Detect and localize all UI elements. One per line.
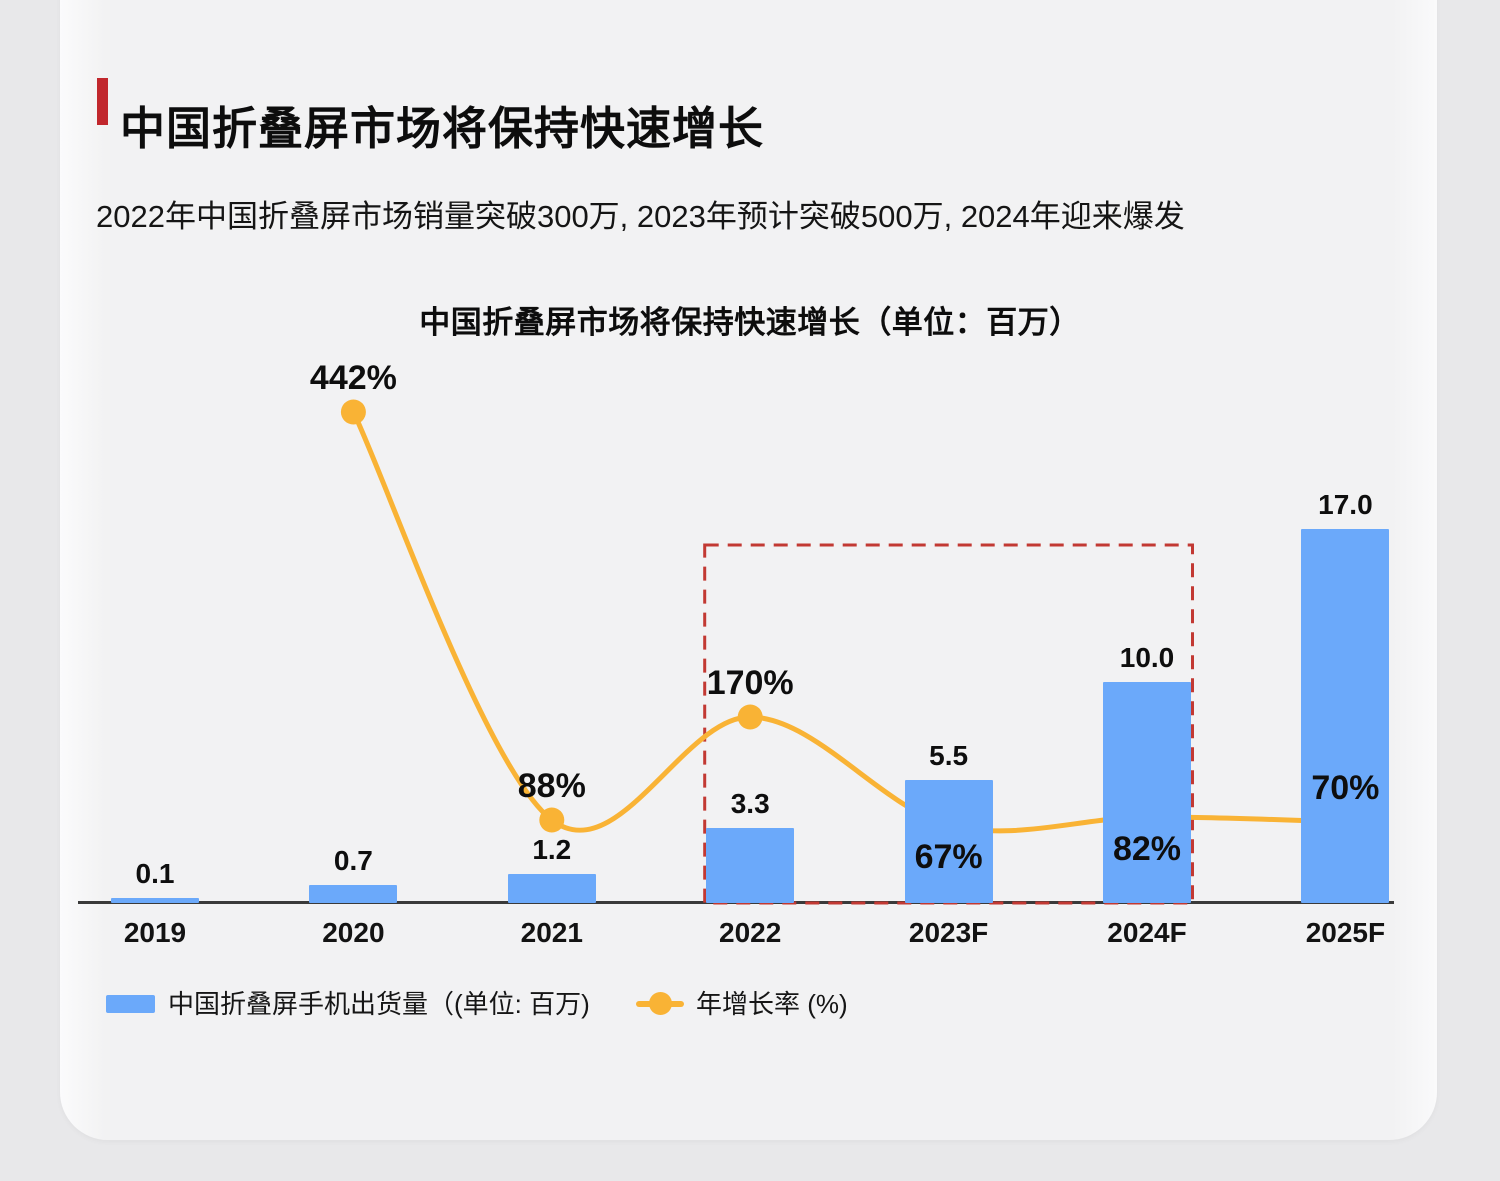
growth-point-2020 bbox=[340, 399, 366, 425]
bar-2022 bbox=[706, 828, 795, 903]
x-axis-label-2021: 2021 bbox=[520, 917, 583, 948]
bar-2021 bbox=[507, 873, 596, 903]
x-axis-label-2023F: 2023F bbox=[908, 917, 989, 948]
bar-2020 bbox=[309, 884, 398, 903]
growth-label-2020: 442% bbox=[309, 359, 397, 397]
x-axis-label-2024F: 2024F bbox=[1107, 917, 1187, 948]
x-axis-label-2022: 2022 bbox=[719, 917, 782, 948]
forecast-highlight-box bbox=[703, 543, 1194, 905]
bar-value-label-2021: 1.2 bbox=[532, 833, 572, 865]
page-title: 中国折叠屏市场将保持快速增长 bbox=[120, 103, 765, 155]
page-subtitle: 2022年中国折叠屏市场销量突破300万, 2023年预计突破500万, 202… bbox=[96, 199, 1185, 234]
growth-label-2023F: 67% bbox=[914, 838, 983, 876]
growth-label-2022: 170% bbox=[706, 664, 794, 702]
bar-value-label-2025F: 17.0 bbox=[1318, 489, 1373, 521]
bar-value-label-2020: 0.7 bbox=[333, 844, 373, 876]
bar-2024F bbox=[1103, 682, 1191, 903]
bar-value-label-2023F: 5.5 bbox=[929, 740, 969, 772]
bar-value-label-2022: 3.3 bbox=[730, 788, 770, 820]
bar-2023F bbox=[904, 780, 993, 903]
x-axis-label-2019: 2019 bbox=[123, 917, 187, 948]
x-axis-label-2025F: 2025F bbox=[1305, 917, 1386, 948]
growth-label-2021: 88% bbox=[517, 767, 586, 805]
bar-2019 bbox=[111, 897, 199, 903]
bar-value-label-2019: 0.1 bbox=[135, 857, 175, 889]
growth-point-2022 bbox=[737, 704, 763, 730]
bar-value-label-2024F: 10.0 bbox=[1119, 642, 1175, 673]
growth-label-2024F: 82% bbox=[1112, 830, 1182, 868]
title-accent-bar bbox=[97, 78, 108, 125]
chart-title: 中国折叠屏市场将保持快速增长（单位：百万） bbox=[419, 305, 1081, 340]
growth-label-2025F: 70% bbox=[1311, 769, 1380, 807]
content-card bbox=[60, 0, 1437, 1140]
bar-2025F bbox=[1301, 529, 1390, 903]
growth-point-2021 bbox=[539, 807, 565, 833]
x-axis-label-2020: 2020 bbox=[322, 917, 385, 948]
